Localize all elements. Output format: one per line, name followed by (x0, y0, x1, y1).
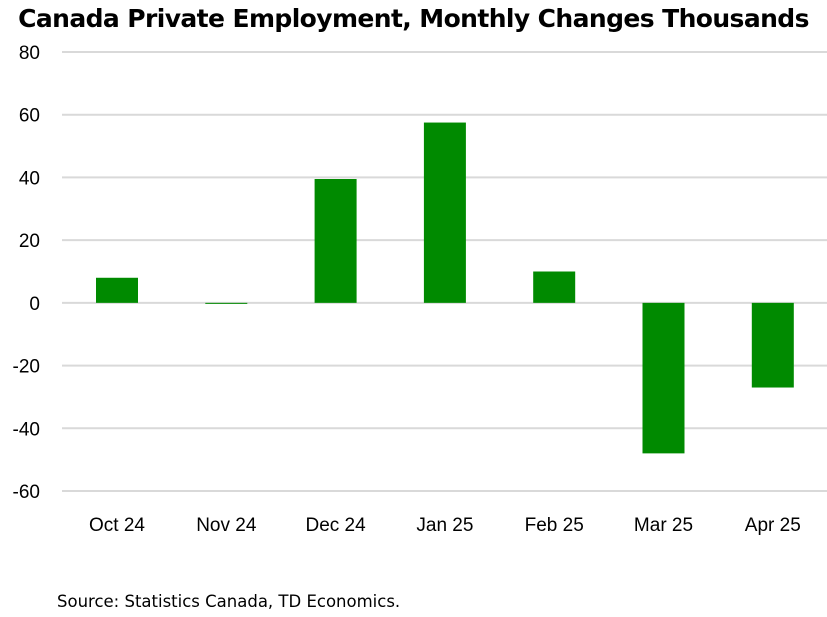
x-tick-label: Dec 24 (305, 515, 366, 536)
chart-source: Source: Statistics Canada, TD Economics. (57, 592, 401, 611)
y-tick-label: 80 (19, 43, 40, 64)
y-tick-label: 60 (19, 106, 40, 127)
y-tick-label: 40 (19, 168, 40, 189)
y-tick-label: 20 (19, 231, 40, 252)
y-tick-label: 0 (29, 294, 40, 315)
x-axis-ticks: Oct 24 Nov 24 Dec 24 Jan 25 Feb 25 Mar 25 Apr … (89, 515, 801, 536)
x-tick-label: Jan 25 (416, 515, 473, 536)
bar-mar-25 (642, 302, 685, 454)
bar-jan-25 (423, 122, 466, 303)
y-tick-label: -20 (13, 357, 40, 378)
bar-oct-24 (96, 277, 138, 303)
x-tick-label: Mar 25 (634, 515, 693, 536)
bars (96, 122, 794, 454)
y-axis-ticks: 80 60 40 20 0 -20 -40 -60 (13, 43, 40, 503)
x-tick-label: Nov 24 (196, 515, 257, 536)
x-tick-label: Apr 25 (745, 515, 801, 536)
x-tick-label: Oct 24 (89, 515, 145, 536)
y-tick-label: -60 (13, 482, 40, 503)
chart-title: Canada Private Employment, Monthly Chang… (18, 4, 809, 33)
x-tick-label: Feb 25 (525, 515, 584, 536)
bar-apr-25 (751, 302, 794, 388)
bar-feb-25 (533, 271, 576, 303)
y-tick-label: -40 (13, 419, 40, 440)
bar-dec-24 (314, 178, 357, 303)
bar-nov-24 (205, 302, 248, 304)
